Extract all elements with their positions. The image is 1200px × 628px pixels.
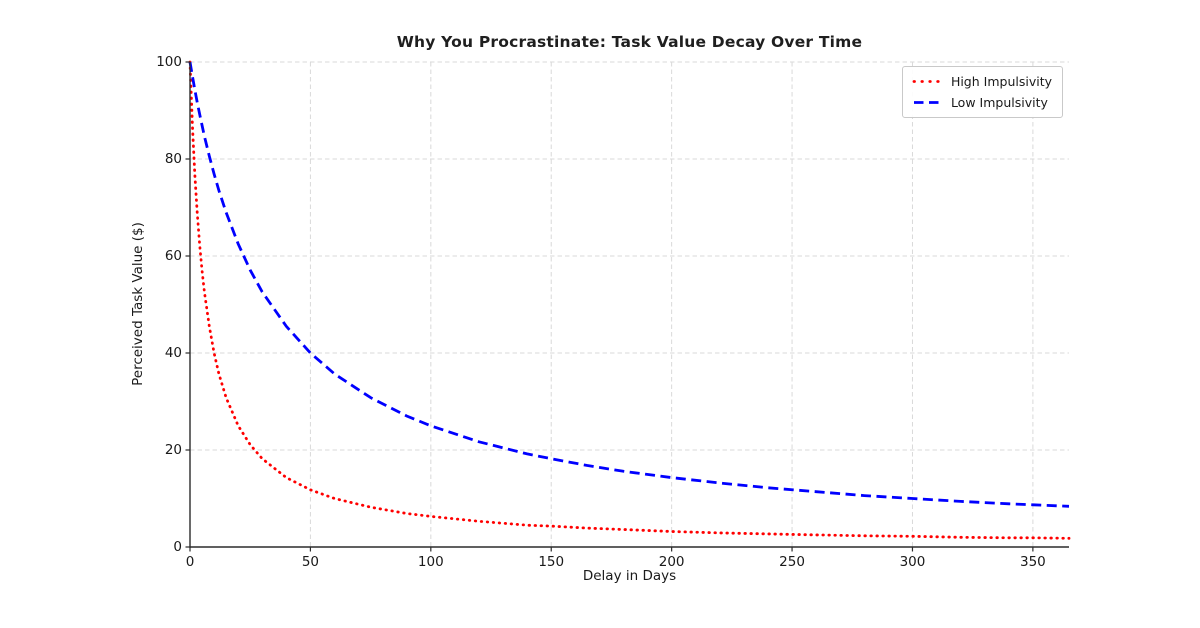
x-tick-label: 300	[899, 554, 926, 570]
y-tick-label: 80	[164, 151, 182, 167]
legend-item-low-impulsivity: Low Impulsivity	[911, 93, 1052, 112]
chart-title: Why You Procrastinate: Task Value Decay …	[396, 33, 863, 51]
x-tick-label: 150	[538, 554, 565, 570]
series-line-high-impulsivity	[188, 60, 1071, 540]
legend-item-high-impulsivity: High Impulsivity	[911, 72, 1052, 91]
y-tick-label: 100	[156, 54, 182, 70]
x-axis-label: Delay in Days	[582, 568, 677, 584]
x-tick-label: 100	[417, 554, 444, 570]
y-tick-label: 0	[173, 539, 182, 555]
x-tick-label: 350	[1019, 554, 1046, 570]
legend-label-low-impulsivity: Low Impulsivity	[950, 95, 1048, 110]
series-line-low-impulsivity	[188, 61, 1070, 508]
y-tick-label: 20	[164, 442, 182, 458]
x-tick-label: 50	[301, 554, 319, 570]
x-tick-label: 0	[185, 554, 195, 570]
y-tick-label: 60	[164, 248, 182, 264]
dashed-line-marker	[913, 101, 940, 104]
x-tick-label: 200	[658, 554, 685, 570]
legend: High Impulsivity Low Impulsivity	[901, 66, 1063, 118]
y-axis-label: Perceived Task Value ($)	[130, 222, 146, 386]
x-tick-label: 250	[779, 554, 805, 570]
y-tick-label: 40	[164, 345, 182, 361]
dotted-line-marker	[912, 80, 942, 83]
legend-label-high-impulsivity: High Impulsivity	[950, 74, 1052, 89]
